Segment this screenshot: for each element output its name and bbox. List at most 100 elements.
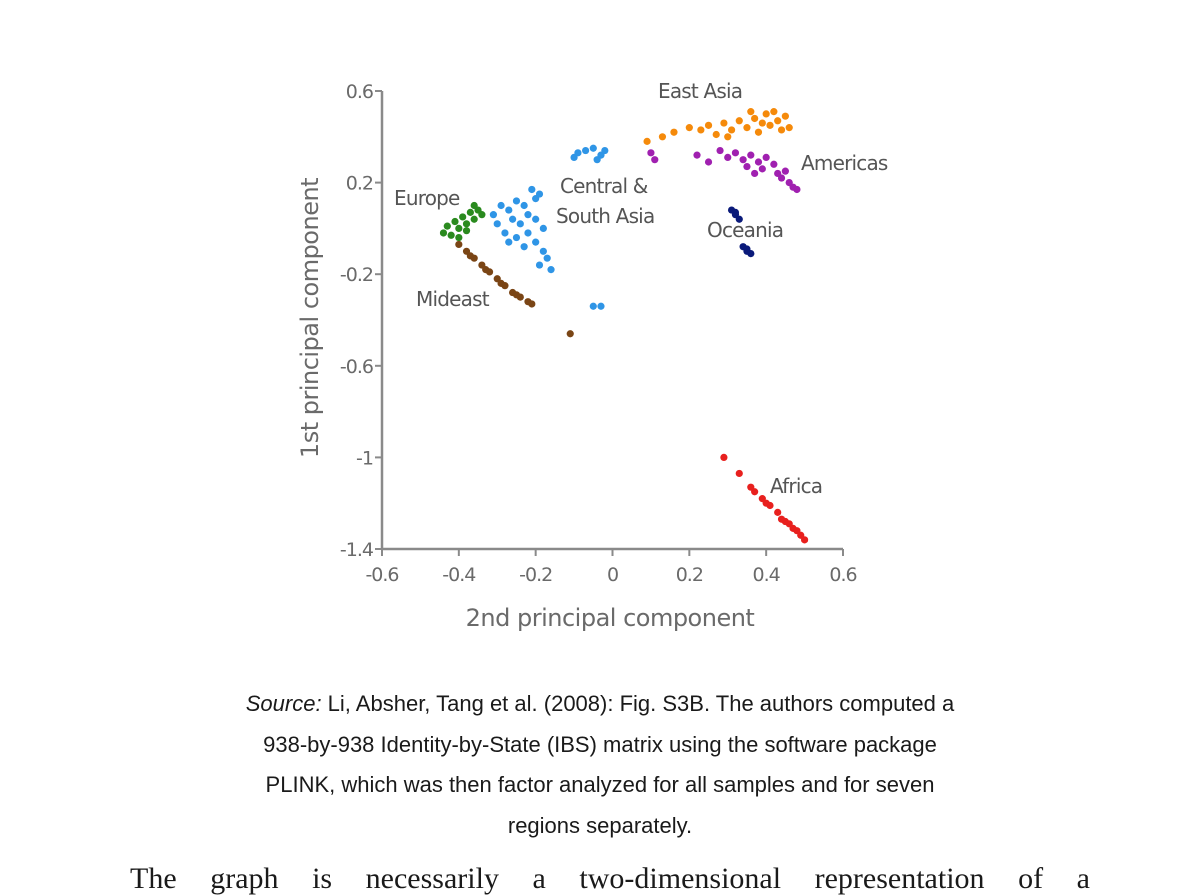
data-point-east-asia [785,124,793,132]
data-point-africa [735,469,743,478]
data-point-east-asia [704,121,713,129]
y-tick-label: -0.6 [340,356,373,378]
data-point-mideast [566,330,574,338]
data-point-central-south-asia [520,201,528,210]
data-point-east-asia [724,133,732,141]
data-point-europe [466,208,474,216]
data-point-east-asia [781,112,789,120]
data-point-central-south-asia [520,243,528,251]
data-point-central-south-asia [539,247,547,255]
caption-source-label: Source: [245,691,322,716]
data-point-mideast [512,291,521,299]
region-label-americas: Americas [801,151,888,175]
data-point-americas [724,153,732,162]
data-point-africa [720,453,728,461]
region-label-europe: Europe [394,186,460,210]
data-point-americas [758,165,766,173]
data-point-europe [470,215,478,223]
data-point-africa [751,488,759,496]
data-point-east-asia [712,130,720,139]
body-paragraph-line: The graph is necessarily a two-dimension… [130,862,1090,895]
data-point-east-asia [747,108,755,116]
x-tick-label: -0.4 [442,564,476,586]
data-point-east-asia [697,126,705,134]
data-point-east-asia [758,119,766,127]
data-point-east-asia [751,114,759,123]
data-point-east-asia [685,124,693,132]
data-point-americas [777,174,786,182]
region-label-east-asia: East Asia [658,79,742,103]
data-point-central-south-asia [574,149,582,157]
data-point-europe [455,224,463,232]
data-point-europe [451,217,459,226]
data-point-europe [462,220,471,228]
data-point-central-south-asia [601,146,609,155]
data-point-europe [462,227,471,235]
data-point-central-south-asia [547,266,555,274]
data-point-central-south-asia [582,146,590,155]
data-point-europe [455,233,463,242]
x-axis-label: 2nd principal component [466,604,755,632]
chart-points [439,108,809,544]
data-point-east-asia [754,128,763,136]
pca-scatter-chart: 0.6 0.2 -0.2 -0.6 -1 -1.4 -0.6 -0.4 -0.2 0 0.2 0.4 0… [296,79,889,632]
x-tick-label: -0.6 [365,564,398,586]
data-point-mideast [528,300,536,308]
y-tick-label: 0.2 [346,173,373,195]
data-point-americas [651,156,659,164]
data-point-europe [478,211,486,219]
data-point-east-asia [774,117,782,125]
data-point-oceania [731,208,740,216]
chart-ticks: 0.6 0.2 -0.2 -0.6 -1 -1.4 -0.6 -0.4 -0.2 0 0.2 0.4 0… [340,81,858,586]
data-point-mideast [466,252,474,260]
data-point-central-south-asia [509,215,517,223]
data-point-americas [762,153,770,162]
data-point-central-south-asia [532,238,540,246]
data-point-oceania [743,245,751,253]
data-point-americas [716,146,724,155]
data-point-east-asia [777,126,786,134]
data-point-americas [751,169,759,178]
data-point-europe [459,213,467,221]
data-point-central-south-asia [539,224,547,232]
caption-line-2: 938-by-938 Identity-by-State (IBS) matri… [263,731,937,757]
data-point-central-south-asia [524,211,532,219]
data-point-europe [470,201,478,210]
data-point-east-asia [762,110,770,118]
data-point-americas [793,185,801,194]
data-point-central-south-asia [497,201,505,210]
data-point-central-south-asia [512,233,521,242]
x-tick-label: 0.6 [829,564,856,586]
data-point-americas [747,151,755,159]
caption-line-1: Source: Li, Absher, Tang et al. (2008): … [150,684,1050,725]
data-point-americas [731,149,740,157]
data-point-europe [447,231,455,239]
data-point-central-south-asia [535,261,544,269]
data-point-east-asia [743,124,751,132]
y-tick-label: -1 [356,447,373,469]
caption-line-4: regions separately. [507,812,693,838]
data-point-east-asia [658,133,667,141]
data-point-europe [443,222,451,230]
data-point-east-asia [766,121,774,129]
data-point-east-asia [643,137,651,145]
data-point-central-south-asia [489,211,498,219]
x-tick-label: 0.2 [676,564,703,586]
data-point-americas [781,167,789,175]
data-point-east-asia [727,126,736,134]
data-point-east-asia [735,117,743,125]
y-axis-label: 1st principal component [296,178,324,458]
data-point-central-south-asia [493,220,501,228]
caption-line-3: PLINK, which was then factor analyzed fo… [265,772,935,797]
y-tick-label: 0.6 [346,81,373,103]
data-point-central-south-asia [505,238,513,246]
region-label-africa: Africa [770,474,822,498]
x-tick-label: -0.2 [519,564,552,586]
figure-caption: Source: Li, Absher, Tang et al. (2008): … [150,684,1050,846]
x-tick-label: 0.4 [753,564,781,586]
region-label-central-south-asia: Central & South Asia [556,174,654,228]
data-point-central-south-asia [501,229,509,237]
chart-region-labels: East Asia Americas Oceania Central & South A… [394,79,889,498]
data-point-americas [743,162,751,171]
y-tick-label: -0.2 [340,264,373,286]
